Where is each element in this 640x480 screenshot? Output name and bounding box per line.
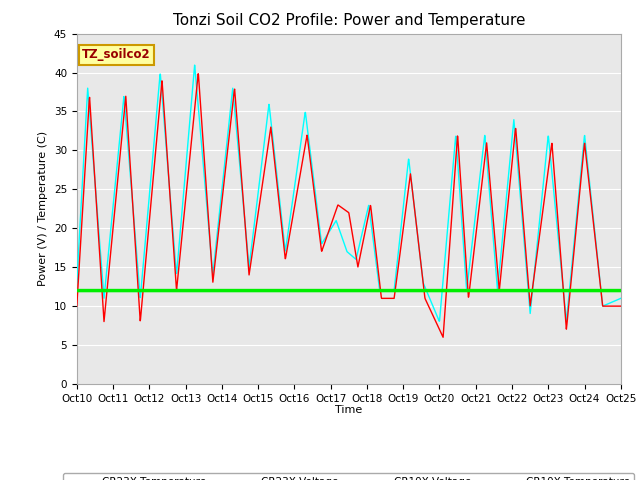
CR23X Voltage	[501, 288, 509, 293]
Y-axis label: Power (V) / Temperature (C): Power (V) / Temperature (C)	[38, 131, 48, 287]
Line: CR10X Temperature: CR10X Temperature	[77, 65, 621, 322]
CR23X Temperature	[602, 303, 609, 309]
CR23X Voltage	[601, 288, 609, 293]
CR10X Temperature	[602, 302, 609, 308]
CR23X Temperature	[439, 335, 447, 340]
CR10X Temperature	[602, 302, 609, 308]
CR23X Temperature	[73, 303, 81, 309]
CR23X Voltage	[337, 288, 345, 293]
CR10X Voltage	[323, 288, 331, 293]
CR10X Voltage	[337, 288, 345, 293]
CR23X Voltage	[323, 288, 331, 293]
CR23X Temperature	[100, 313, 108, 319]
CR10X Temperature	[100, 290, 108, 296]
CR23X Temperature	[338, 204, 346, 210]
CR23X Voltage	[100, 288, 108, 293]
CR10X Voltage	[617, 288, 625, 293]
CR10X Voltage	[73, 288, 81, 293]
CR23X Temperature	[602, 303, 609, 309]
CR10X Temperature	[323, 232, 331, 238]
CR10X Voltage	[100, 288, 108, 293]
Legend: CR23X Temperature, CR23X Voltage, CR10X Voltage, CR10X Temperature: CR23X Temperature, CR23X Voltage, CR10X …	[63, 473, 634, 480]
CR23X Temperature	[502, 224, 509, 229]
CR10X Temperature	[617, 296, 625, 301]
CR23X Temperature	[323, 233, 331, 239]
Text: TZ_soilco2: TZ_soilco2	[82, 48, 151, 61]
X-axis label: Time: Time	[335, 405, 362, 415]
CR23X Temperature	[195, 71, 202, 77]
CR23X Voltage	[73, 288, 81, 293]
CR23X Temperature	[617, 303, 625, 309]
CR10X Voltage	[501, 288, 509, 293]
CR10X Temperature	[191, 62, 198, 68]
CR10X Temperature	[502, 204, 509, 210]
CR10X Temperature	[338, 233, 346, 239]
CR23X Voltage	[601, 288, 609, 293]
CR10X Voltage	[601, 288, 609, 293]
CR23X Voltage	[617, 288, 625, 293]
CR10X Temperature	[73, 280, 81, 286]
CR10X Voltage	[601, 288, 609, 293]
CR10X Temperature	[563, 319, 570, 324]
Title: Tonzi Soil CO2 Profile: Power and Temperature: Tonzi Soil CO2 Profile: Power and Temper…	[173, 13, 525, 28]
Line: CR23X Temperature: CR23X Temperature	[77, 74, 621, 337]
